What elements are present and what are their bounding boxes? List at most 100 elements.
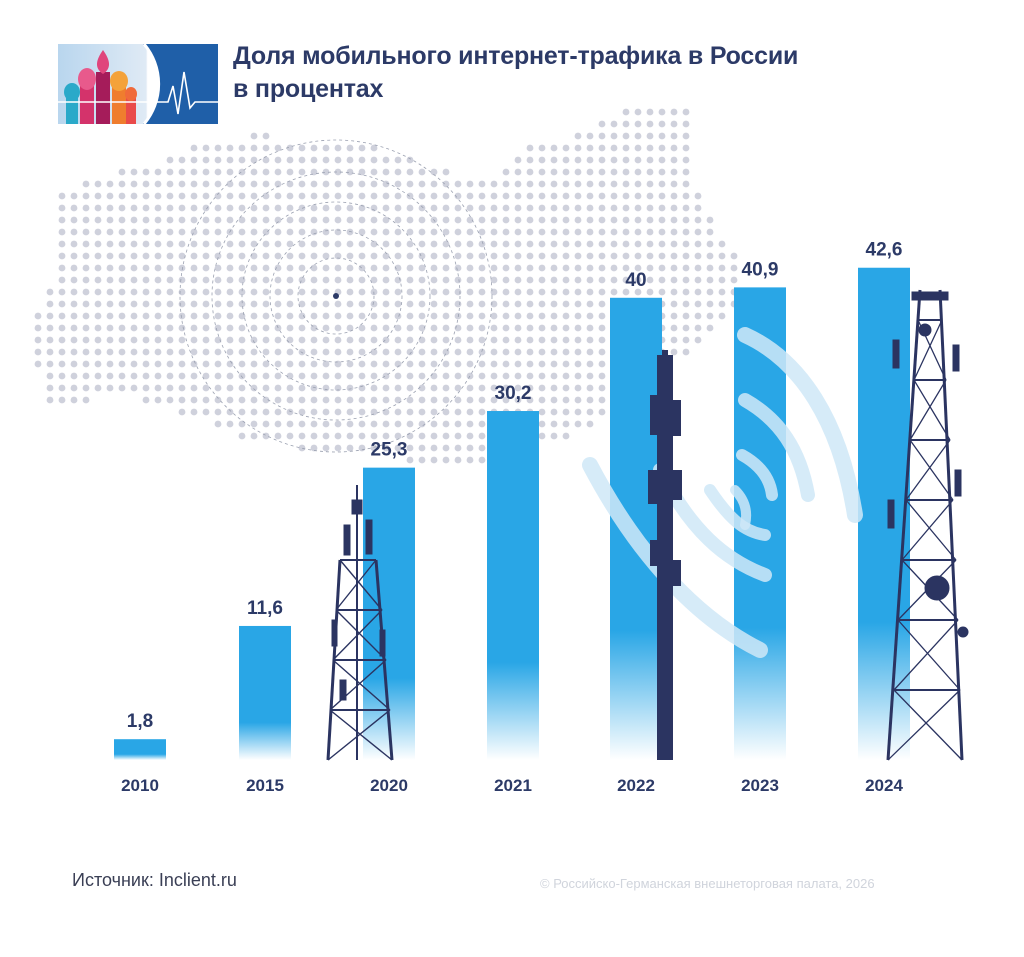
map-dot	[526, 300, 534, 308]
map-dot	[418, 300, 426, 308]
map-dot	[310, 408, 318, 416]
map-dot	[466, 432, 474, 440]
map-dot	[322, 168, 330, 176]
map-dot	[58, 324, 66, 332]
map-dot	[70, 372, 78, 380]
map-dot	[286, 216, 294, 224]
map-dot	[178, 336, 186, 344]
map-dot	[142, 204, 150, 212]
map-dot	[106, 324, 114, 332]
map-dot	[646, 192, 654, 200]
map-dot	[106, 192, 114, 200]
map-dot	[118, 240, 126, 248]
map-dot	[418, 348, 426, 356]
map-dot	[562, 216, 570, 224]
map-dot	[526, 168, 534, 176]
map-dot	[382, 420, 390, 428]
map-dot	[238, 192, 246, 200]
map-dot	[490, 216, 498, 224]
map-dot	[226, 204, 234, 212]
map-dot	[466, 384, 474, 392]
map-dot	[562, 300, 570, 308]
map-dot	[586, 420, 594, 428]
map-dot	[682, 336, 690, 344]
map-dot	[226, 168, 234, 176]
map-dot	[202, 276, 210, 284]
map-dot	[610, 144, 618, 152]
map-dot	[310, 168, 318, 176]
map-dot	[202, 312, 210, 320]
map-dot	[382, 276, 390, 284]
map-dot	[682, 168, 690, 176]
map-dot	[250, 144, 258, 152]
map-dot	[178, 312, 186, 320]
map-dot	[334, 204, 342, 212]
map-dot	[418, 264, 426, 272]
map-dot	[130, 240, 138, 248]
map-dot	[250, 216, 258, 224]
map-dot	[538, 180, 546, 188]
map-dot	[190, 336, 198, 344]
map-dot	[586, 252, 594, 260]
map-dot	[298, 276, 306, 284]
map-dot	[538, 168, 546, 176]
map-dot	[250, 432, 258, 440]
map-dot	[106, 348, 114, 356]
map-dot	[82, 276, 90, 284]
map-dot	[586, 192, 594, 200]
map-dot	[58, 204, 66, 212]
map-dot	[142, 384, 150, 392]
map-dot	[358, 432, 366, 440]
map-dot	[358, 228, 366, 236]
map-dot	[706, 264, 714, 272]
map-dot	[406, 348, 414, 356]
map-dot	[586, 132, 594, 140]
map-dot	[646, 252, 654, 260]
map-dot	[586, 324, 594, 332]
map-dot	[202, 408, 210, 416]
map-dot	[694, 288, 702, 296]
map-dot	[202, 336, 210, 344]
map-dot	[574, 144, 582, 152]
map-dot	[502, 336, 510, 344]
map-dot	[166, 276, 174, 284]
map-dot	[466, 252, 474, 260]
map-dot	[574, 384, 582, 392]
map-dot	[538, 264, 546, 272]
map-dot	[58, 252, 66, 260]
map-dot	[370, 264, 378, 272]
map-dot	[94, 192, 102, 200]
map-dot	[610, 264, 618, 272]
map-dot	[466, 204, 474, 212]
map-dot	[226, 396, 234, 404]
map-dot	[346, 216, 354, 224]
map-dot	[706, 312, 714, 320]
map-dot	[274, 300, 282, 308]
map-dot	[322, 216, 330, 224]
map-dot	[166, 324, 174, 332]
map-dot	[130, 168, 138, 176]
map-dot	[154, 336, 162, 344]
map-dot	[382, 396, 390, 404]
map-dot	[154, 180, 162, 188]
map-dot	[334, 324, 342, 332]
map-dot	[238, 288, 246, 296]
category-label-2022: 2022	[617, 776, 655, 795]
map-dot	[406, 360, 414, 368]
map-dot	[166, 180, 174, 188]
map-dot	[430, 264, 438, 272]
map-dot	[370, 228, 378, 236]
map-dot	[370, 324, 378, 332]
map-dot	[622, 204, 630, 212]
map-dot	[262, 252, 270, 260]
map-dot	[34, 360, 42, 368]
map-dot	[550, 240, 558, 248]
map-dot	[322, 372, 330, 380]
map-dot	[706, 300, 714, 308]
map-dot	[490, 348, 498, 356]
map-dot	[70, 324, 78, 332]
map-dot	[274, 252, 282, 260]
map-dot	[550, 192, 558, 200]
map-dot	[322, 444, 330, 452]
map-dot	[430, 408, 438, 416]
